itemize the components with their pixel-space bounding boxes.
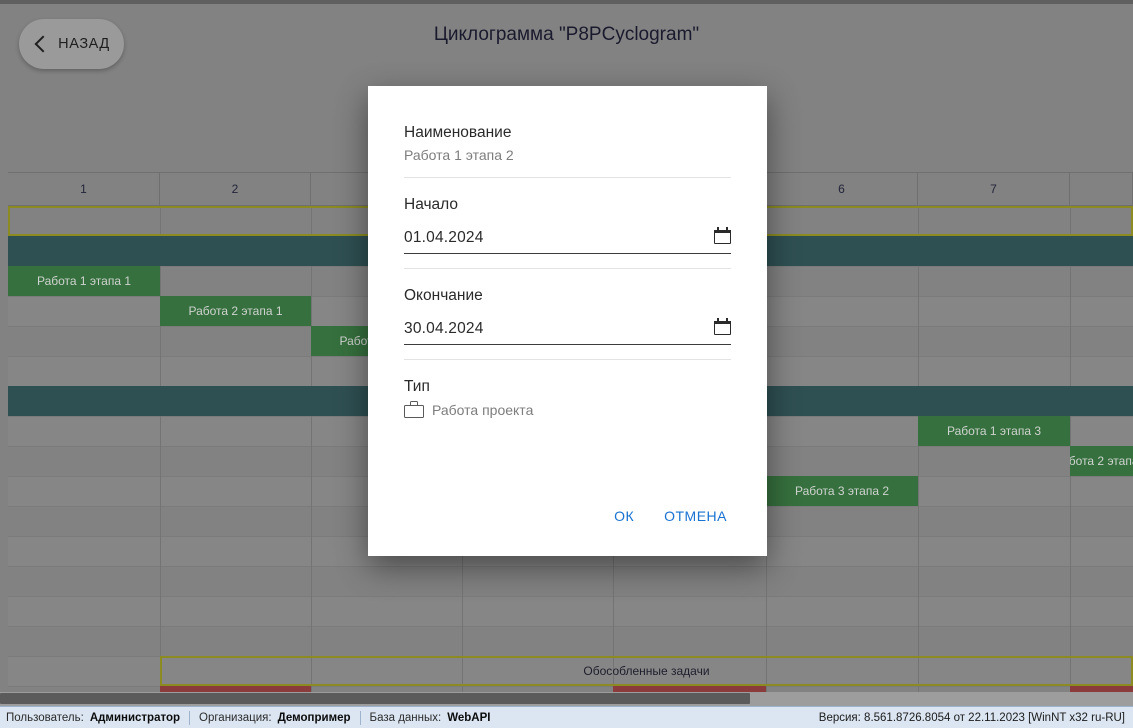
gantt-column-header-8: [1070, 172, 1133, 206]
gantt-column-divider: [918, 206, 919, 692]
page-title: Циклограмма "P8PCyclogram": [433, 24, 700, 45]
gantt-column-header-6: 6: [766, 172, 918, 206]
status-db-key: База данных:: [369, 711, 442, 724]
field-end: Окончание 30.04.2024: [404, 268, 731, 359]
task-edit-dialog: Наименование Работа 1 этапа 2 Начало 01.…: [368, 86, 767, 556]
status-version: Версия: 8.561.8726.8054 от 22.11.2023 [W…: [818, 711, 1125, 724]
gantt-row-divider: [8, 596, 1133, 597]
status-user-key: Пользователь:: [6, 711, 84, 724]
status-org-key: Организация:: [199, 711, 272, 724]
type-value-row: Работа проекта: [404, 401, 731, 418]
start-label: Начало: [404, 196, 459, 213]
status-divider: [359, 710, 361, 725]
calendar-icon[interactable]: [714, 318, 731, 335]
gantt-row-divider: [8, 566, 1133, 567]
end-date-value: 30.04.2024: [404, 320, 484, 337]
horizontal-scrollbar[interactable]: [0, 692, 1133, 706]
status-db-value: WebAPI: [447, 711, 491, 724]
gantt-bar[interactable]: Работа 1 этапа 1: [8, 266, 160, 296]
status-divider: [189, 710, 191, 725]
gantt-bar[interactable]: Работа 2 этапа 3: [1070, 446, 1133, 476]
dialog-body: Наименование Работа 1 этапа 2 Начало 01.…: [368, 86, 767, 502]
end-label: Окончание: [404, 287, 483, 304]
top-strip: [0, 0, 1133, 4]
field-name: Наименование Работа 1 этапа 2: [404, 124, 731, 177]
gantt-row: [8, 596, 1133, 626]
gantt-column-header-7: 7: [918, 172, 1070, 206]
name-value: Работа 1 этапа 2: [404, 147, 514, 163]
gantt-bar[interactable]: Работа 3 этапа 2: [766, 476, 918, 506]
status-bar: Пользователь: Администратор Организация:…: [0, 706, 1133, 728]
type-value: Работа проекта: [432, 401, 534, 418]
gantt-bar[interactable]: Обособленные задачи: [160, 656, 1133, 686]
gantt-left-gutter: [0, 172, 8, 658]
gantt-column-divider: [311, 206, 312, 692]
status-user: Пользователь: Администратор: [6, 712, 189, 724]
gantt-row-divider: [8, 686, 1133, 687]
status-org: Организация: Демопример: [190, 712, 360, 724]
gantt-bar[interactable]: Работа 2 этапа 1: [160, 296, 311, 326]
status-db: База данных: WebAPI: [361, 712, 500, 724]
dialog-actions: ОК ОТМЕНА: [368, 502, 767, 556]
end-date-input[interactable]: 30.04.2024: [404, 318, 731, 345]
briefcase-icon: [404, 401, 424, 418]
start-date-value: 01.04.2024: [404, 229, 484, 246]
gantt-column-header-2: 2: [160, 172, 311, 206]
ok-button[interactable]: ОК: [610, 502, 638, 530]
status-bar-left: Пользователь: Администратор Организация:…: [0, 710, 500, 725]
status-org-value: Демопример: [277, 711, 351, 724]
back-button[interactable]: НАЗАД: [19, 19, 124, 69]
gantt-row: [8, 626, 1133, 656]
gantt-column-header-1: 1: [8, 172, 160, 206]
cancel-button[interactable]: ОТМЕНА: [660, 502, 731, 530]
gantt-column-divider: [160, 206, 161, 692]
start-date-input[interactable]: 01.04.2024: [404, 227, 731, 254]
status-user-value: Администратор: [89, 711, 181, 724]
type-label: Тип: [404, 378, 430, 395]
scrollbar-thumb[interactable]: [0, 693, 750, 704]
gantt-row-divider: [8, 626, 1133, 627]
field-type: Тип Работа проекта: [404, 359, 731, 432]
back-button-label: НАЗАД: [58, 36, 110, 52]
field-start: Начало 01.04.2024: [404, 177, 731, 268]
calendar-icon[interactable]: [714, 227, 731, 244]
name-label: Наименование: [404, 124, 512, 141]
gantt-row: [8, 566, 1133, 596]
gantt-bar[interactable]: Работа 1 этапа 3: [918, 416, 1070, 446]
